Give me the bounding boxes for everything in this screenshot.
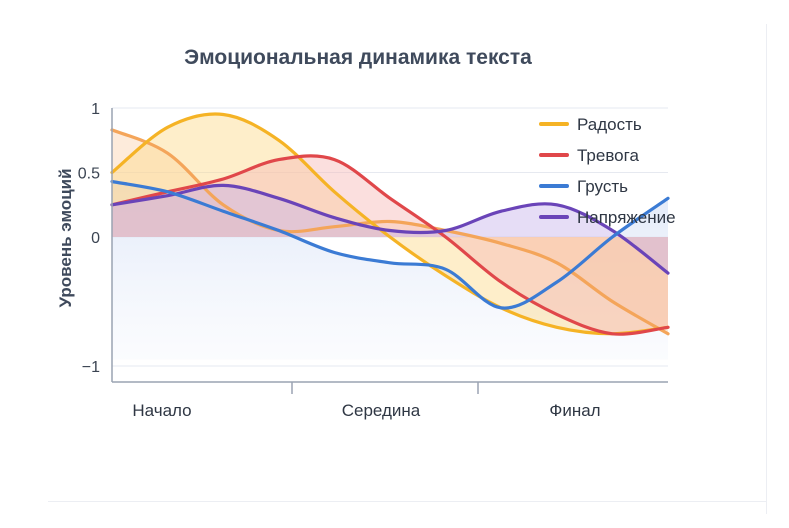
series-line-joy-secondary — [110, 128, 670, 336]
x-tick-labels: Начало Середина Финал — [132, 401, 600, 420]
y-axis-label: Уровень эмоций — [56, 168, 75, 307]
legend-label: Напряжение — [577, 208, 676, 227]
legend-label: Тревога — [577, 146, 639, 165]
base-area — [112, 181, 668, 360]
y-tick-label: −1 — [82, 359, 100, 376]
series-line-sadness — [110, 179, 670, 310]
x-tick-label: Финал — [549, 401, 600, 420]
area-anxiety — [112, 155, 668, 335]
legend-label: Грусть — [577, 177, 628, 196]
chart-title: Эмоциональная динамика текста — [184, 46, 532, 69]
frame-divider-right — [766, 24, 767, 514]
area-tension — [112, 185, 668, 274]
axis-layer — [111, 108, 668, 394]
y-tick-label: 0 — [91, 230, 100, 247]
y-tick-label: 0.5 — [78, 166, 100, 183]
series-line-anxiety — [110, 154, 670, 336]
line-layer — [110, 112, 670, 336]
y-tick-labels: 1 0.5 0 −1 — [78, 101, 100, 376]
y-tick-label: 1 — [91, 101, 100, 118]
series-line-tension — [110, 183, 670, 275]
frame-divider-bottom — [48, 501, 766, 502]
x-tick-label: Середина — [342, 401, 421, 420]
series-line-joy — [110, 112, 670, 336]
legend-label: Радость — [577, 115, 642, 134]
legend: Радость Тревога Грусть Напряжение — [539, 115, 676, 227]
x-tick-label: Начало — [132, 401, 191, 420]
